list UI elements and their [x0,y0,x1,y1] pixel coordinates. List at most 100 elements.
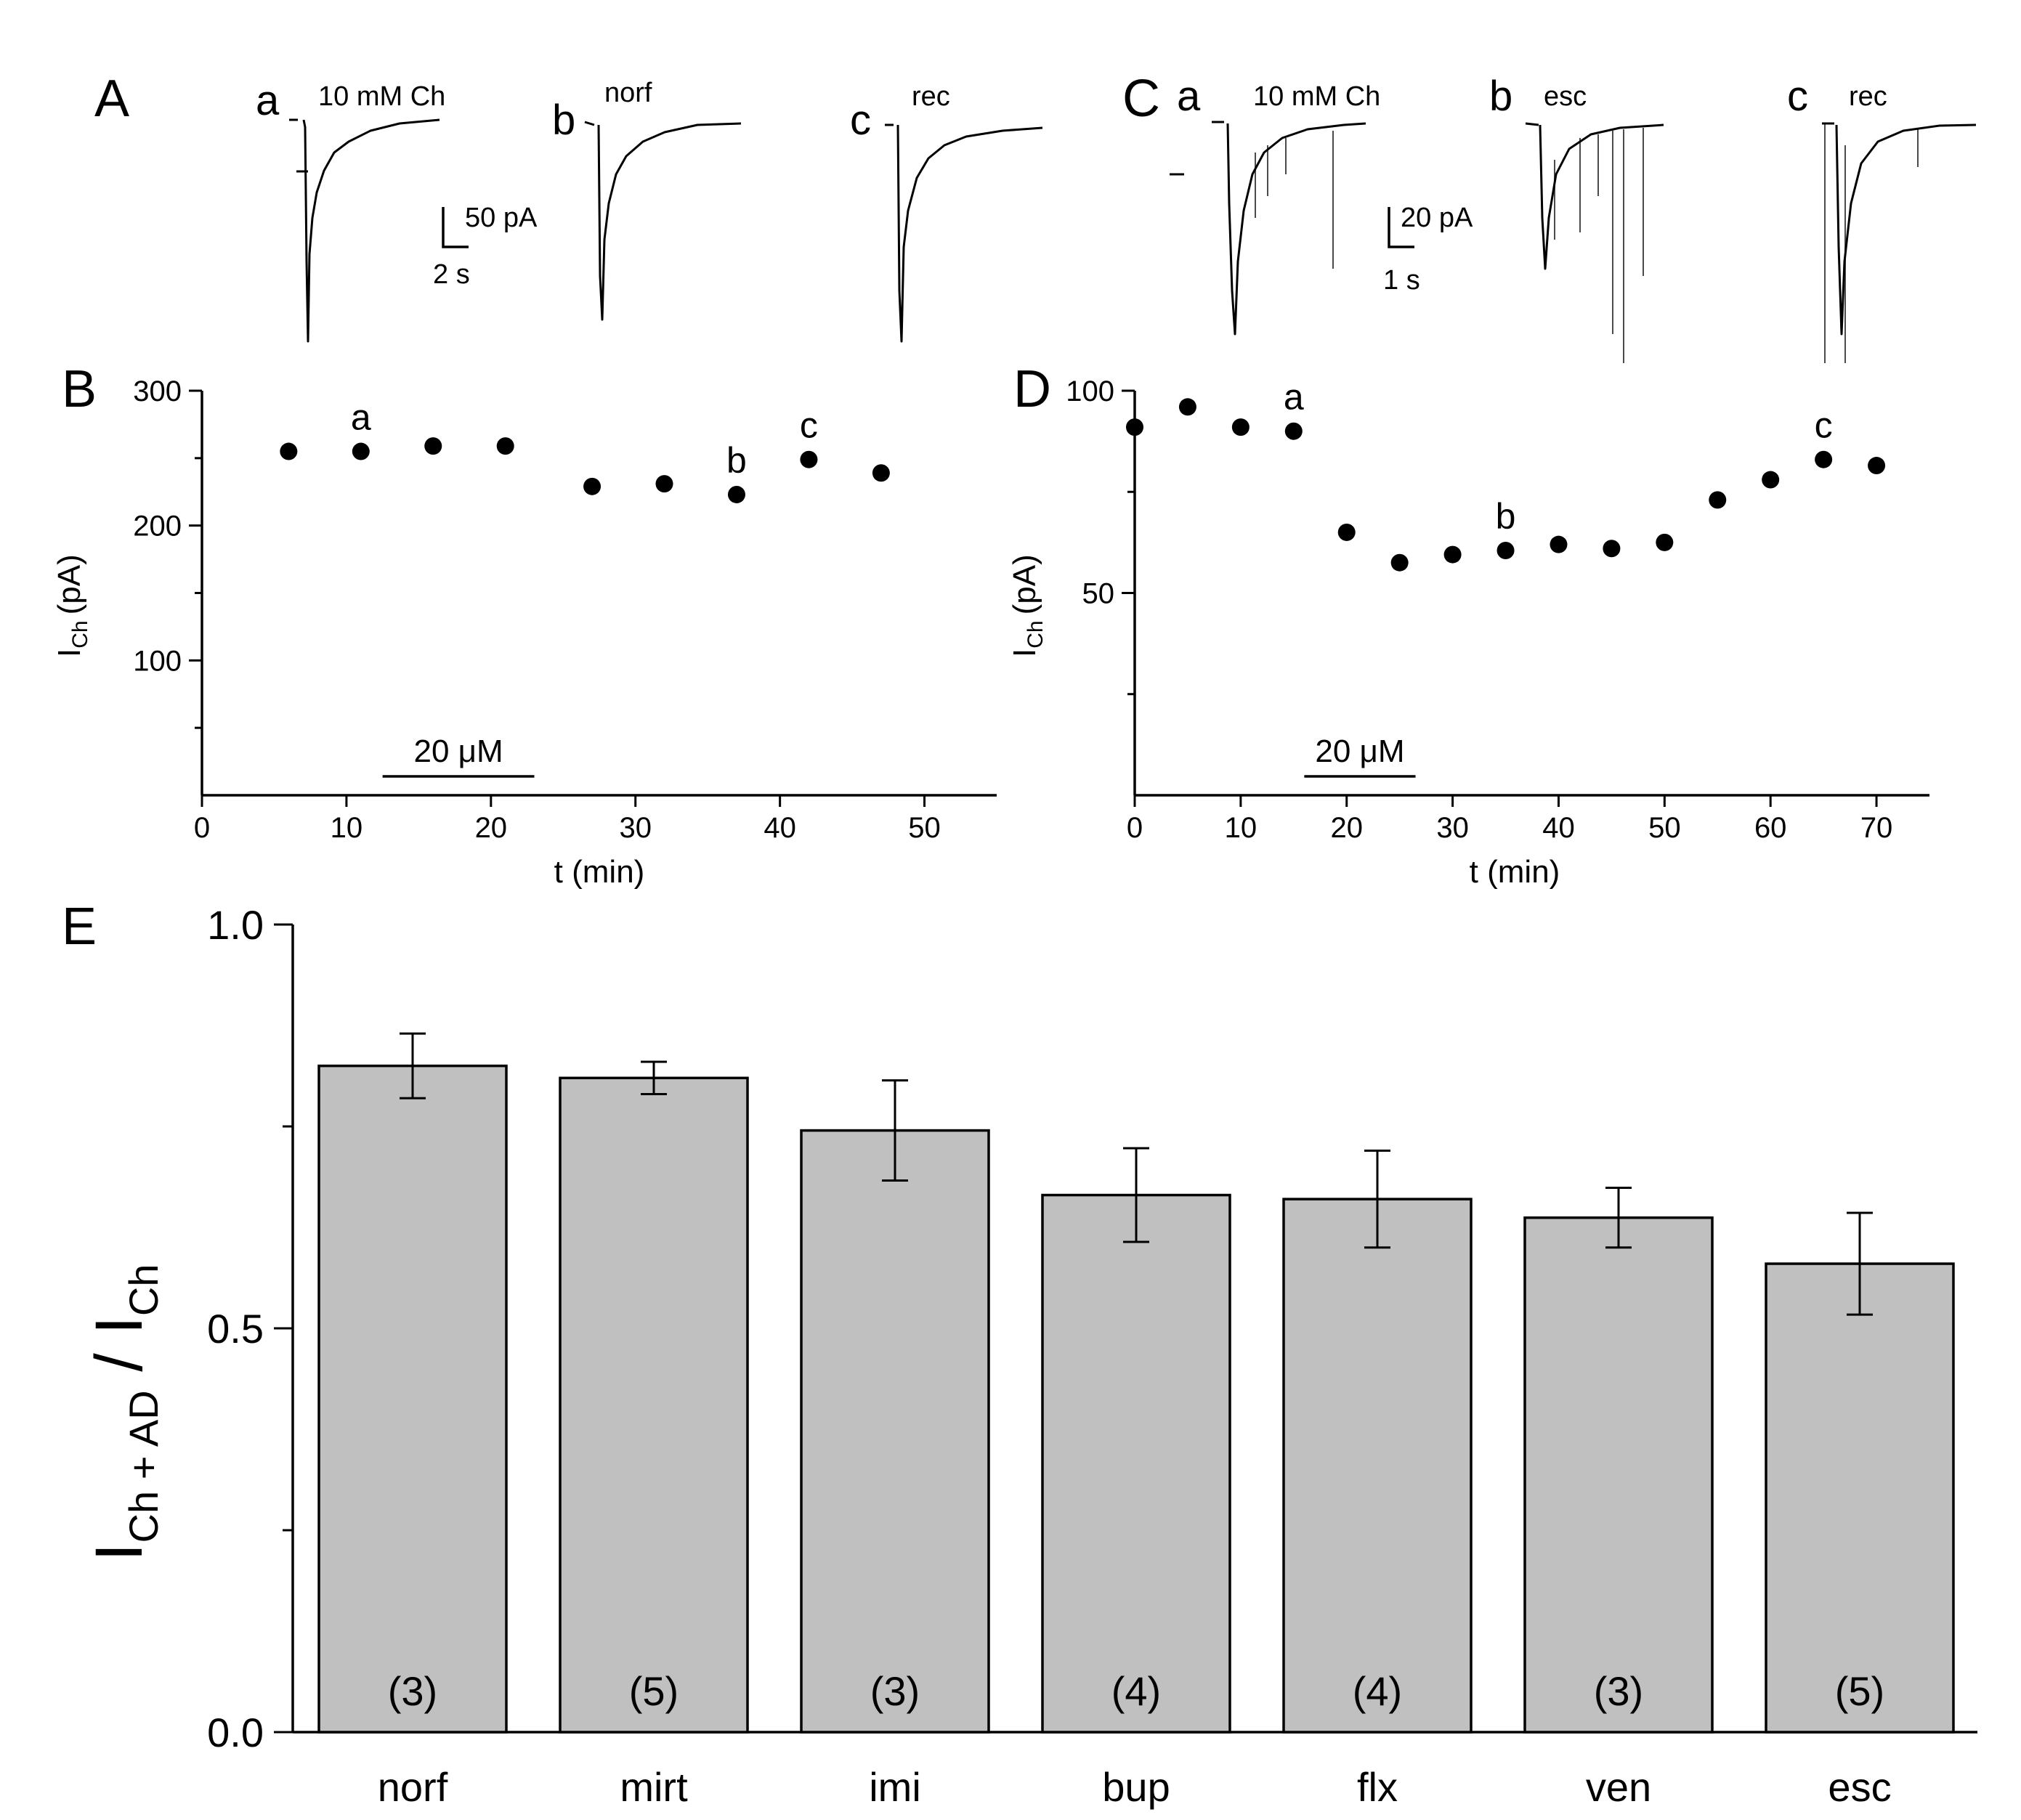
scale-bar-c-time: 1 s [1383,265,1420,296]
d-data-point [1337,523,1356,541]
trace-c-c-spikes [1824,123,1919,363]
plot-d-application-bar-label: 20 μM [1315,734,1404,769]
b-point-label: c [800,405,818,446]
trace-c-drug: rec [912,81,950,112]
e-error-bar [1605,1187,1632,1249]
scale-bar-a-current: 50 pA [465,203,538,233]
trace-a-current [289,118,440,343]
e-bar [317,1064,508,1734]
b-data-point [727,485,745,503]
d-data-point [1709,491,1727,509]
panel-a: A a 10 mM Ch b norf c rec 50 pA 2 s [94,70,1043,343]
d-xtick-label: 30 [1436,812,1469,844]
e-category-label: esc [1828,1764,1891,1810]
panel-e: E ICh + AD / ICh 0.00.51.0 (3) (5) (3) (4)(… [62,898,1977,1810]
d-xtick-label: 40 [1542,812,1575,844]
e-category-label: flx [1357,1764,1398,1810]
plot-e-y-axis-label: ICh + AD / ICh [82,1264,166,1561]
e-category-label: bup [1102,1764,1170,1810]
scale-bar-c-current: 20 pA [1401,203,1473,233]
trace-c-b-label: b [1489,73,1512,120]
b-point-label: a [351,397,371,438]
scale-bar-a [442,207,469,248]
plot-d-point-labels: a b c [1284,377,1833,537]
d-data-point [1815,450,1833,468]
e-error-bar [400,1032,426,1100]
e-bar [1523,1216,1714,1734]
b-xtick-label: 30 [619,812,652,844]
trace-c-current [885,123,1043,343]
d-ytick-label: 50 [1082,578,1115,610]
b-ytick-label: 100 [133,645,182,677]
plot-b-application-bar-label: 20 μM [413,734,503,769]
trace-c-label: c [850,97,871,144]
e-bar [800,1129,990,1734]
e-error-bar [1123,1147,1149,1243]
plot-d-y-ticks: 50 100 [1066,375,1135,696]
d-xtick-label: 70 [1860,812,1893,844]
d-point-label: a [1284,377,1304,418]
d-point-label: c [1815,405,1833,446]
panel-letter-e: E [62,898,97,956]
plot-e-y-ticks: 0.0 0.5 1.0 [207,902,293,1755]
trace-c-a-drug: 10 mM Ch [1253,81,1380,112]
panel-c: C a 10 mM Ch b esc c rec 20 pA 1 s [1122,70,1977,363]
b-data-point [280,442,298,460]
b-data-point [583,477,602,495]
d-data-point [1603,540,1621,558]
e-n-label: (5) [1835,1668,1884,1714]
plot-e-category-labels: norf mirt imi bup flx ven esc [378,1764,1892,1810]
d-data-point [1443,545,1462,564]
trace-c-a-label: a [1177,73,1201,120]
trace-c-c-current [1822,122,1977,336]
scale-bar-a-time: 2 s [433,259,470,290]
b-xtick-label: 50 [908,812,941,844]
trace-a-drug: 10 mM Ch [318,81,445,112]
e-bar [559,1076,749,1734]
e-ytick-label: 0.5 [207,1306,264,1352]
plot-d-y-axis-label: ICh(pA) [1007,554,1048,657]
trace-c-c-label: c [1787,73,1808,120]
d-data-point [1390,553,1409,572]
b-point-label: b [726,440,747,481]
plot-d-x-axis-label: t (min) [1470,854,1560,890]
plot-e-n-labels: (3) (5) (3) (4) (4) (3) (5) [388,1668,1884,1714]
panel-letter-c: C [1122,70,1160,128]
d-ytick-label: 100 [1066,375,1114,407]
b-data-point [800,450,818,468]
b-ytick-label: 300 [133,375,182,407]
d-data-point [1656,533,1674,551]
e-bar [1282,1198,1473,1734]
b-xtick-label: 40 [764,812,796,844]
d-data-point [1284,422,1303,440]
trace-a-label: a [256,77,280,124]
d-xtick-label: 50 [1648,812,1681,844]
trace-c-b-drug: esc [1544,81,1587,112]
plot-e-bars [317,1064,1955,1734]
e-category-label: mirt [620,1764,688,1810]
plot-b-y-ticks: 100 200 300 [133,375,202,729]
plot-d-x-ticks: 0 10 20 30 40 50 60 70 [1127,795,1892,844]
panel-letter-a: A [94,70,129,128]
scale-bar-c [1388,207,1414,248]
d-data-point [1868,457,1886,475]
trace-c-b-spikes [1554,128,1644,363]
trace-c-c-drug: rec [1849,81,1887,112]
e-n-label: (3) [1594,1668,1643,1714]
panel-b: B ICh(pA) t (min) 0 10 20 30 40 50 100200300 … [52,360,997,890]
plot-b-point-labels: a b c [351,397,818,481]
e-error-bar [641,1060,667,1096]
d-xtick-label: 10 [1225,812,1257,844]
b-data-point [655,475,673,493]
b-xtick-label: 10 [331,812,363,844]
b-xtick-label: 20 [475,812,508,844]
d-data-point [1231,418,1250,436]
d-xtick-label: 20 [1330,812,1363,844]
d-xtick-label: 60 [1754,812,1787,844]
b-data-point [872,464,890,482]
d-data-point [1496,542,1515,560]
e-n-label: (3) [388,1668,437,1714]
plot-e-error-bars [400,1032,1873,1316]
e-category-label: norf [378,1764,448,1810]
